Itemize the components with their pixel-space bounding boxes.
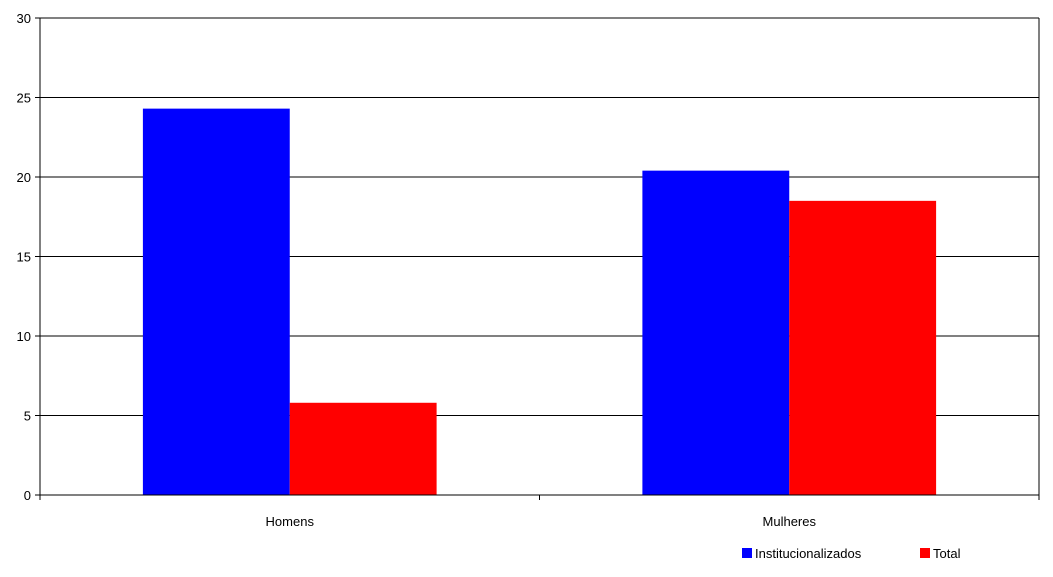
legend: Institucionalizados Total [742,546,961,561]
bars [142,108,937,495]
y-tick-label: 10 [17,329,31,344]
y-tick-label: 15 [17,250,31,265]
y-axis-ticks: 0 5 10 15 20 25 30 [17,11,40,503]
y-tick-label: 0 [24,488,31,503]
y-tick-label: 20 [17,170,31,185]
legend-swatch-institucionalizados [742,548,752,558]
bar-total-homens [289,402,437,495]
legend-label-total: Total [933,546,961,561]
y-tick-label: 30 [17,11,31,26]
y-tick-label: 25 [17,91,31,106]
bar-institucionalizados-mulheres [642,170,790,495]
legend-swatch-total [920,548,930,558]
y-tick-label: 5 [24,409,31,424]
x-tick-label: Mulheres [763,514,817,529]
x-axis-ticks: Homens Mulheres [39,495,1040,529]
x-tick-label: Homens [266,514,315,529]
bar-institucionalizados-homens [142,108,290,495]
legend-label-institucionalizados: Institucionalizados [755,546,862,561]
bar-total-mulheres [789,200,937,495]
